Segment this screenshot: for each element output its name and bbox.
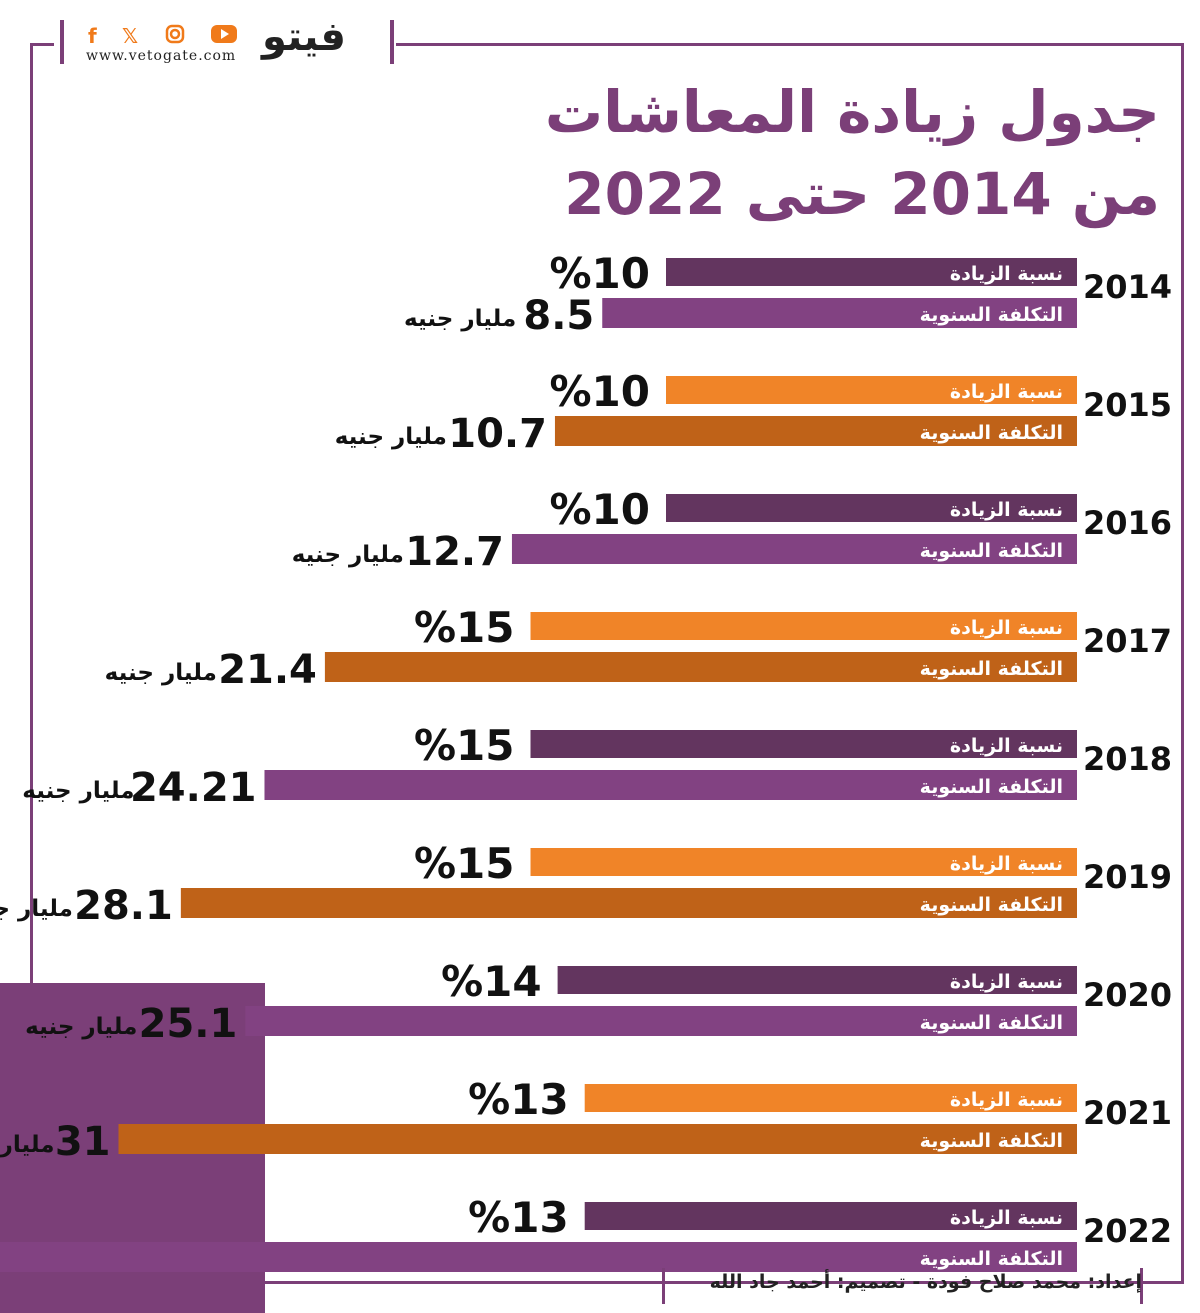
rate-bar-label: نسبة الزيادة (950, 1089, 1063, 1111)
cost-bar-label: التكلفة السنوية (920, 894, 1063, 916)
cost-value-label: 21.4 (218, 647, 317, 693)
cost-bar-label: التكلفة السنوية (920, 1012, 1063, 1034)
rate-value-label: %10 (549, 367, 650, 416)
rate-bar (666, 376, 1077, 404)
year-label: 2022 (1083, 1212, 1172, 1250)
frame-line (30, 43, 54, 46)
cost-unit-label: مليار جنيه (0, 896, 73, 922)
rate-bar (666, 494, 1077, 522)
cost-unit-label: مليار جنيه (22, 778, 134, 804)
rate-bar-label: نسبة الزيادة (950, 1207, 1063, 1229)
cost-bar (118, 1124, 1077, 1154)
rate-bar-label: نسبة الزيادة (950, 971, 1063, 993)
year-label: 2016 (1083, 504, 1172, 542)
frame-line (30, 43, 33, 983)
cost-bar (0, 1242, 1077, 1272)
rate-value-label: %10 (549, 249, 650, 298)
year-label: 2015 (1083, 386, 1172, 424)
year-label: 2020 (1083, 976, 1172, 1014)
frame-line (396, 43, 1184, 46)
credits: إعداد: محمد صلاح فودة - تصميم: أحمد جاد … (709, 1271, 1142, 1293)
header-divider (60, 20, 64, 64)
cost-unit-label: مليار جنيه (335, 424, 447, 450)
youtube-icon[interactable] (210, 24, 238, 49)
cost-bar (264, 770, 1077, 800)
cost-bar-label: التكلفة السنوية (920, 658, 1063, 680)
cost-unit-label: مليار جنيه (404, 306, 516, 332)
rate-bar (666, 258, 1077, 286)
page-title: جدول زيادة المعاشات (544, 78, 1160, 146)
rate-bar-label: نسبة الزيادة (950, 853, 1063, 875)
cost-bar (554, 416, 1077, 446)
year-label: 2019 (1083, 858, 1172, 896)
cost-value-label: 28.1 (74, 883, 173, 929)
cost-unit-label: مليار جنيه (292, 542, 404, 568)
cost-bar (245, 1006, 1078, 1036)
rate-bar (557, 966, 1077, 994)
logo: فيتو (262, 14, 346, 60)
cost-value-label: 8.5 (523, 293, 594, 339)
rate-value-label: %13 (468, 1193, 569, 1242)
cost-value-label: 24.21 (130, 765, 257, 811)
cost-bar (180, 888, 1078, 918)
rate-value-label: %15 (414, 603, 515, 652)
cost-bar (324, 652, 1077, 682)
rate-value-label: %13 (468, 1075, 569, 1124)
instagram-icon[interactable] (165, 24, 185, 49)
year-label: 2018 (1083, 740, 1172, 778)
cost-value-label: 10.7 (448, 411, 547, 457)
credits-divider (662, 1268, 665, 1304)
rate-bar (584, 1202, 1077, 1230)
cost-value-label: 25.1 (139, 1001, 238, 1047)
cost-value-label: 31 (55, 1119, 111, 1165)
rate-bar (584, 1084, 1077, 1112)
cost-unit-label: مليار جنيه (25, 1014, 137, 1040)
header-divider (390, 20, 394, 64)
frame-line (265, 1281, 1184, 1284)
year-label: 2021 (1083, 1094, 1172, 1132)
rate-value-label: %15 (414, 721, 515, 770)
rate-bar-label: نسبة الزيادة (950, 735, 1063, 757)
cost-bar-label: التكلفة السنوية (920, 776, 1063, 798)
rate-value-label: %15 (414, 839, 515, 888)
credits-divider (1140, 1268, 1143, 1304)
rate-bar-label: نسبة الزيادة (950, 263, 1063, 285)
cost-bar-label: التكلفة السنوية (920, 304, 1063, 326)
rate-bar (530, 848, 1077, 876)
rate-bar-label: نسبة الزيادة (950, 617, 1063, 639)
website-url[interactable]: www.vetogate.com (86, 48, 237, 64)
cost-value-label: 12.7 (405, 529, 504, 575)
twitter-icon[interactable]: 𝕏 (122, 24, 139, 48)
rate-bar-label: نسبة الزيادة (950, 381, 1063, 403)
cost-unit-label: مليار جنيه (0, 1132, 55, 1158)
cost-bar-label: التكلفة السنوية (920, 422, 1063, 444)
cost-bar-label: التكلفة السنوية (920, 1248, 1063, 1270)
rate-value-label: %14 (441, 957, 542, 1006)
cost-bar (511, 534, 1077, 564)
rate-bar-label: نسبة الزيادة (950, 499, 1063, 521)
year-label: 2017 (1083, 622, 1172, 660)
facebook-icon[interactable]: f (88, 24, 97, 48)
cost-bar-label: التكلفة السنوية (920, 1130, 1063, 1152)
rate-bar (530, 730, 1077, 758)
cost-bar-label: التكلفة السنوية (920, 540, 1063, 562)
cost-unit-label: مليار جنيه (105, 660, 217, 686)
rate-bar (530, 612, 1077, 640)
frame-line (1181, 43, 1184, 1283)
year-label: 2014 (1083, 268, 1172, 306)
cost-bar (602, 298, 1077, 328)
page-subtitle: من 2014 حتى 2022 (564, 160, 1160, 228)
rate-value-label: %10 (549, 485, 650, 534)
